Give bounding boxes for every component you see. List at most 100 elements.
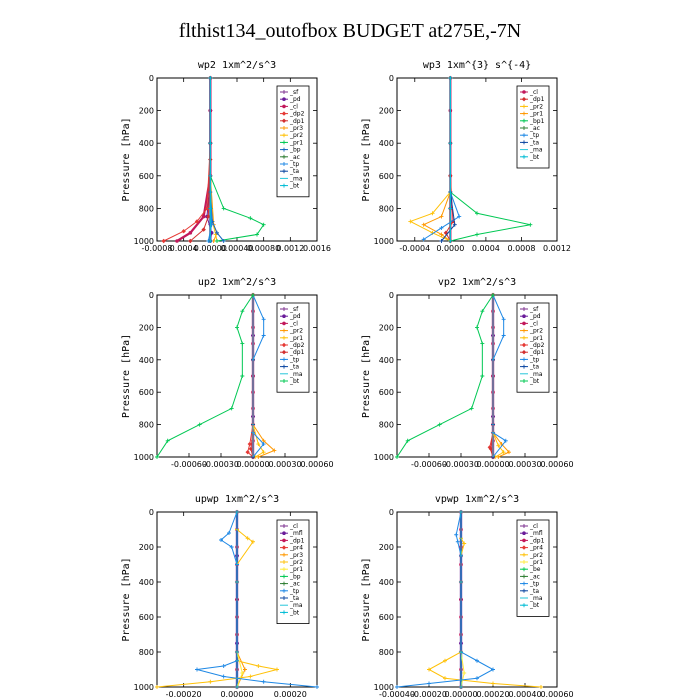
data-point [245, 536, 250, 541]
legend-label: _ta [289, 364, 299, 371]
x-tick-label: 0.00000 [220, 690, 253, 699]
y-tick-label: 600 [379, 613, 394, 622]
legend-marker [521, 342, 527, 348]
data-point [221, 674, 226, 679]
legend-label: _bt [529, 378, 540, 385]
data-point [240, 341, 245, 346]
series-line-bt [396, 294, 494, 458]
legend-label: _cl [289, 523, 298, 530]
y-tick-label: 200 [139, 543, 154, 552]
data-point [448, 206, 453, 211]
legend-marker [281, 545, 287, 550]
y-tick-label: 800 [379, 421, 394, 430]
legend-marker [282, 104, 286, 109]
data-point [219, 538, 223, 542]
page-title: flthist134_outofbox BUDGET at275E,-7N [178, 20, 522, 42]
data-point [221, 664, 226, 668]
legend-marker [282, 307, 286, 311]
y-tick-label: 200 [139, 107, 154, 116]
x-tick-label: 0.00060 [540, 460, 573, 469]
x-tick-label: 0.0012 [543, 244, 571, 253]
legend-marker [522, 126, 526, 130]
data-point [240, 671, 245, 675]
legend: _cl_mfl_dp1_pr4_pr2_pr1_be_ac_tp_ta_ma_b… [516, 519, 550, 617]
y-tick-label: 200 [379, 323, 394, 332]
data-point [437, 422, 442, 427]
legend-marker [281, 350, 287, 355]
legend-marker [282, 97, 286, 101]
y-tick-label: 800 [139, 421, 154, 430]
legend-label: _mfl [529, 530, 543, 537]
data-point [448, 76, 453, 80]
x-tick-label: 0.0004 [472, 244, 500, 253]
data-point [405, 438, 410, 443]
data-point [256, 664, 261, 668]
legend-label: _cl [289, 320, 298, 327]
y-tick-label: 400 [379, 578, 394, 587]
legend-label: _pr3 [289, 125, 303, 132]
legend-label: _ta [289, 595, 299, 602]
legend-marker [522, 567, 526, 572]
data-point [475, 658, 479, 663]
panel-1: wp3 1xm^{3} s^{-4} Pressure [hPa] 0 200 400 6… [361, 60, 571, 253]
legend-box [516, 519, 550, 617]
data-point [480, 309, 485, 314]
legend-label: _ta [289, 168, 299, 175]
data-point [488, 446, 494, 452]
legend-marker [522, 307, 526, 311]
legend-label: _tp [529, 581, 539, 588]
data-point [208, 141, 213, 146]
legend-label: _ma [529, 147, 543, 154]
x-tick-label: 0.00040 [220, 244, 253, 253]
legend-label: _mfl [289, 530, 303, 537]
legend-marker [282, 596, 286, 600]
data-point [221, 239, 226, 243]
legend-marker [521, 545, 527, 550]
y-tick-label: 400 [139, 578, 154, 587]
data-point [261, 442, 266, 447]
data-point [243, 667, 247, 672]
y-tick-label: 800 [379, 648, 394, 657]
legend-marker [522, 335, 526, 340]
panel-title: up2 1xm^2/s^3 [198, 277, 276, 288]
data-point [201, 214, 206, 219]
legend-label: _sf [289, 89, 299, 96]
data-point [480, 374, 485, 378]
legend-marker [282, 610, 286, 615]
legend-label: _pr4 [289, 545, 303, 552]
data-point [454, 532, 459, 537]
legend-marker [522, 104, 526, 109]
legend-marker [282, 154, 286, 159]
y-tick-label: 0 [389, 291, 394, 300]
legend-label: _cl [529, 89, 538, 96]
x-tick-label: 0.0016 [303, 244, 331, 253]
legend-label: _cl [529, 320, 538, 327]
data-point [210, 219, 215, 224]
legend-marker [522, 581, 526, 586]
y-tick-label: 1000 [134, 453, 154, 462]
panel-title: upwp 1xm^2/s^3 [195, 494, 279, 505]
data-point [261, 450, 266, 455]
y-tick-label: 0 [149, 74, 154, 83]
data-point [427, 681, 431, 686]
legend-label: _ma [289, 175, 303, 182]
y-tick-label: 1000 [374, 237, 394, 246]
legend-label: _pr4 [529, 545, 543, 552]
data-point [194, 219, 200, 224]
legend-marker [282, 552, 286, 557]
legend-label: _dp1 [529, 537, 545, 544]
legend-label: _tp [289, 161, 299, 168]
plot-frame [396, 511, 558, 688]
data-point [181, 229, 186, 234]
legend: _sf_pd_cl_pr2_pr1_dp2_dp1_tp_ta_ma_bt [516, 302, 550, 393]
y-axis-label: Pressure [hPa] [121, 117, 132, 201]
y-axis-label: Pressure [hPa] [361, 117, 372, 201]
legend-marker [281, 342, 287, 348]
data-point [221, 206, 226, 211]
x-tick-label: 0.00030 [508, 460, 541, 469]
legend-marker [282, 364, 286, 369]
legend-marker [522, 133, 526, 138]
x-tick-label: -0.00020 [166, 690, 202, 699]
legend-label: _pr2 [289, 132, 303, 139]
